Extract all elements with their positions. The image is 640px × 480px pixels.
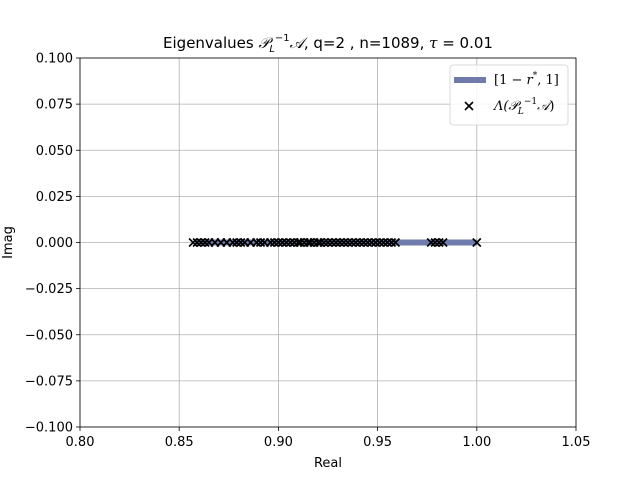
x-tick-label: 0.85	[165, 435, 194, 450]
eigenvalue-point	[355, 237, 365, 248]
y-tick-label: −0.075	[25, 374, 73, 389]
eigenvalue-point	[343, 237, 353, 248]
eigenvalue-point	[339, 237, 349, 248]
eigenvalue-point	[363, 237, 373, 248]
eigenvalue-point	[426, 237, 436, 248]
eigenvalue-point	[315, 237, 325, 248]
eigenvalue-point	[236, 237, 246, 248]
eigenvalue-point	[265, 237, 276, 248]
y-tick-label: −0.100	[25, 421, 73, 436]
y-tick-label: 0.100	[36, 52, 73, 67]
eigenvalue-point	[434, 237, 444, 248]
x-axis-label: Real	[314, 456, 342, 471]
legend-eigenvalue-marker	[464, 101, 474, 111]
eigenvalue-point	[273, 237, 283, 248]
eigenvalue-point	[390, 237, 401, 248]
eigenvalue-point	[188, 237, 198, 248]
eigenvalue-point	[351, 237, 361, 248]
x-tick-label: 0.80	[66, 435, 95, 450]
x-tick-label: 0.90	[264, 435, 293, 450]
eigenvalue-point	[438, 237, 448, 248]
y-axis-ticks: 0.100 0.075 0.050 0.025 0.000 −0.025 −0.050 −0.…	[25, 52, 80, 436]
eigenvalue-point	[200, 237, 210, 248]
y-axis-label: Imag	[1, 226, 16, 259]
legend-eigenvalue-label: Λ(𝒫L−1𝒜)	[493, 97, 555, 117]
eigenvalue-point	[331, 237, 341, 248]
eigenvalue-point	[252, 237, 262, 248]
y-tick-label: 0.075	[36, 98, 73, 113]
eigenvalue-point	[255, 237, 266, 248]
eigenvalue-point	[327, 237, 337, 248]
eigenvalue-point	[277, 237, 287, 248]
eigenvalue-point	[375, 237, 385, 248]
eigenvalue-point	[269, 237, 279, 248]
y-tick-label: −0.050	[25, 328, 73, 343]
x-tick-label: 1.05	[562, 435, 591, 450]
y-tick-label: −0.025	[25, 282, 73, 297]
eigenvalue-point	[228, 237, 238, 248]
eigenvalue-point	[232, 237, 242, 248]
eigenvalue-point	[196, 237, 206, 248]
eigenvalue-point	[192, 237, 202, 248]
eigenvalue-point	[378, 237, 389, 248]
x-axis-ticks: 0.80 0.85 0.90 0.95 1.00 1.05	[66, 427, 591, 450]
y-tick-label: 0.000	[36, 236, 73, 251]
eigenvalue-point	[285, 237, 295, 248]
eigenvalue-point	[305, 237, 315, 248]
eigenvalue-point	[335, 237, 345, 248]
eigenvalue-point	[430, 237, 440, 248]
eigenvalue-point	[359, 237, 369, 248]
legend: [1 − r*, 1] Λ(𝒫L−1𝒜)	[449, 64, 569, 126]
eigenvalue-markers	[188, 237, 482, 248]
eigenvalue-point	[319, 237, 329, 248]
eigenvalue-point	[347, 237, 357, 248]
x-tick-label: 0.95	[363, 435, 392, 450]
legend-interval-label: [1 − r*, 1]	[494, 71, 559, 88]
eigenvalue-point	[386, 237, 397, 248]
eigenvalue-point	[367, 237, 377, 248]
eigenvalue-point	[382, 237, 393, 248]
y-tick-label: 0.025	[36, 190, 73, 205]
eigenvalue-point	[323, 237, 333, 248]
x-tick-label: 1.00	[462, 435, 491, 450]
eigenvalue-point	[472, 237, 482, 248]
eigenvalue-point	[371, 237, 381, 248]
y-tick-label: 0.050	[36, 144, 73, 159]
chart-title: Eigenvalues 𝒫L−1𝒜, q=2 , n=1089, τ = 0.0…	[163, 33, 493, 55]
eigenvalue-point	[281, 237, 291, 248]
eigenvalue-point	[295, 237, 305, 248]
